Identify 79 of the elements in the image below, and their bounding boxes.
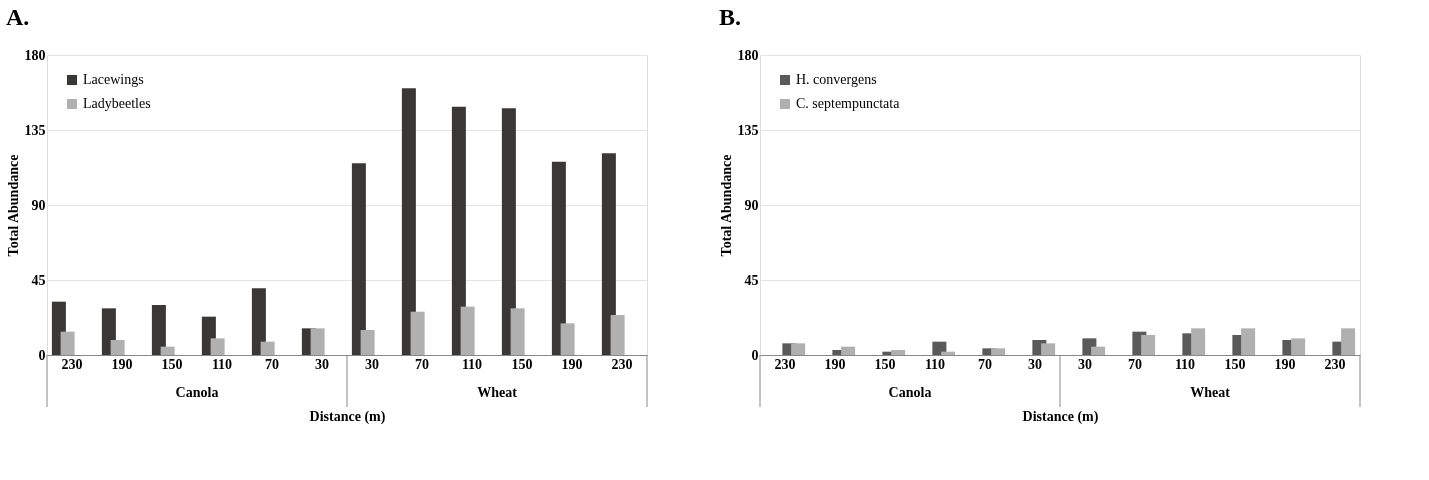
x-tick-label: 230 — [774, 356, 796, 372]
x-tick-label: 230 — [1324, 356, 1346, 372]
x-tick-label: 70 — [415, 356, 429, 372]
y-tick-label: 90 — [744, 197, 759, 213]
chart-title: B. — [719, 4, 742, 30]
x-tick-label: 30 — [1078, 356, 1092, 372]
x-axis-title: Distance (m) — [309, 408, 386, 425]
x-tick-label: 70 — [978, 356, 992, 372]
x-tick-label: 190 — [1274, 356, 1296, 372]
bar — [210, 338, 225, 355]
bar — [1091, 346, 1106, 355]
bar — [841, 346, 856, 355]
bar — [601, 153, 616, 355]
x-tick-label: 190 — [824, 356, 846, 372]
bar — [401, 88, 416, 355]
text: Wheat — [477, 385, 518, 400]
bar — [610, 315, 625, 355]
y-tick-label: 45 — [744, 272, 759, 288]
x-tick-label: 110 — [1174, 356, 1196, 372]
x-tick-label: 230 — [611, 356, 633, 372]
legend-label: C. septempunctata — [796, 96, 901, 111]
y-tick-label: 0 — [38, 347, 46, 363]
bar — [1191, 328, 1206, 355]
y-tick-label: 180 — [737, 47, 759, 63]
y-tick-label: 135 — [737, 122, 759, 138]
x-tick-label: 150 — [874, 356, 896, 372]
legend-label: Lacewings — [83, 72, 144, 87]
x-tick-label: 110 — [211, 356, 233, 372]
bar — [510, 308, 525, 355]
bar — [251, 288, 266, 355]
text: Canola — [888, 385, 932, 400]
bar — [360, 330, 375, 355]
x-tick-label: 30 — [365, 356, 379, 372]
bar — [551, 161, 566, 355]
text: Canola — [175, 385, 219, 400]
bar — [1241, 328, 1256, 355]
chart-title: A. — [6, 4, 30, 30]
x-tick-label: 30 — [1028, 356, 1042, 372]
bar — [1291, 338, 1306, 355]
bar — [351, 163, 366, 355]
x-tick-label: 150 — [161, 356, 183, 372]
legend-label: H. convergens — [796, 72, 877, 87]
bar — [260, 341, 275, 355]
x-tick-label: 190 — [561, 356, 583, 372]
x-tick-label: 150 — [511, 356, 533, 372]
bar — [1141, 335, 1156, 355]
bar — [460, 306, 475, 355]
x-tick-label: 70 — [1128, 356, 1142, 372]
y-tick-label: 0 — [751, 347, 759, 363]
x-axis-title: Distance (m) — [1022, 408, 1099, 425]
y-axis-title: Total Abundance — [5, 154, 21, 257]
x-tick-label: 70 — [265, 356, 279, 372]
bar — [160, 346, 175, 355]
bar — [451, 106, 466, 355]
bar — [891, 350, 906, 355]
bar — [1341, 328, 1356, 355]
y-tick-label: 135 — [24, 122, 46, 138]
x-tick-label: 190 — [111, 356, 133, 372]
x-tick-label: 150 — [1224, 356, 1246, 372]
bar — [560, 323, 575, 355]
x-tick-label: 230 — [61, 356, 83, 372]
bar — [60, 331, 75, 355]
y-tick-label: 90 — [31, 197, 46, 213]
bar — [410, 311, 425, 355]
x-tick-label: 30 — [315, 356, 329, 372]
bar — [1041, 343, 1056, 355]
bar — [310, 328, 325, 355]
x-tick-label: 110 — [924, 356, 946, 372]
y-tick-label: 180 — [24, 47, 46, 63]
bar — [791, 343, 806, 355]
y-tick-label: 45 — [31, 272, 46, 288]
bar — [501, 108, 516, 355]
legend-label: Ladybeetles — [83, 96, 151, 111]
bar — [151, 305, 166, 355]
text: Wheat — [1190, 385, 1231, 400]
bar — [110, 340, 125, 355]
x-tick-label: 110 — [461, 356, 483, 372]
y-axis-title: Total Abundance — [718, 154, 734, 257]
bar — [991, 348, 1006, 355]
